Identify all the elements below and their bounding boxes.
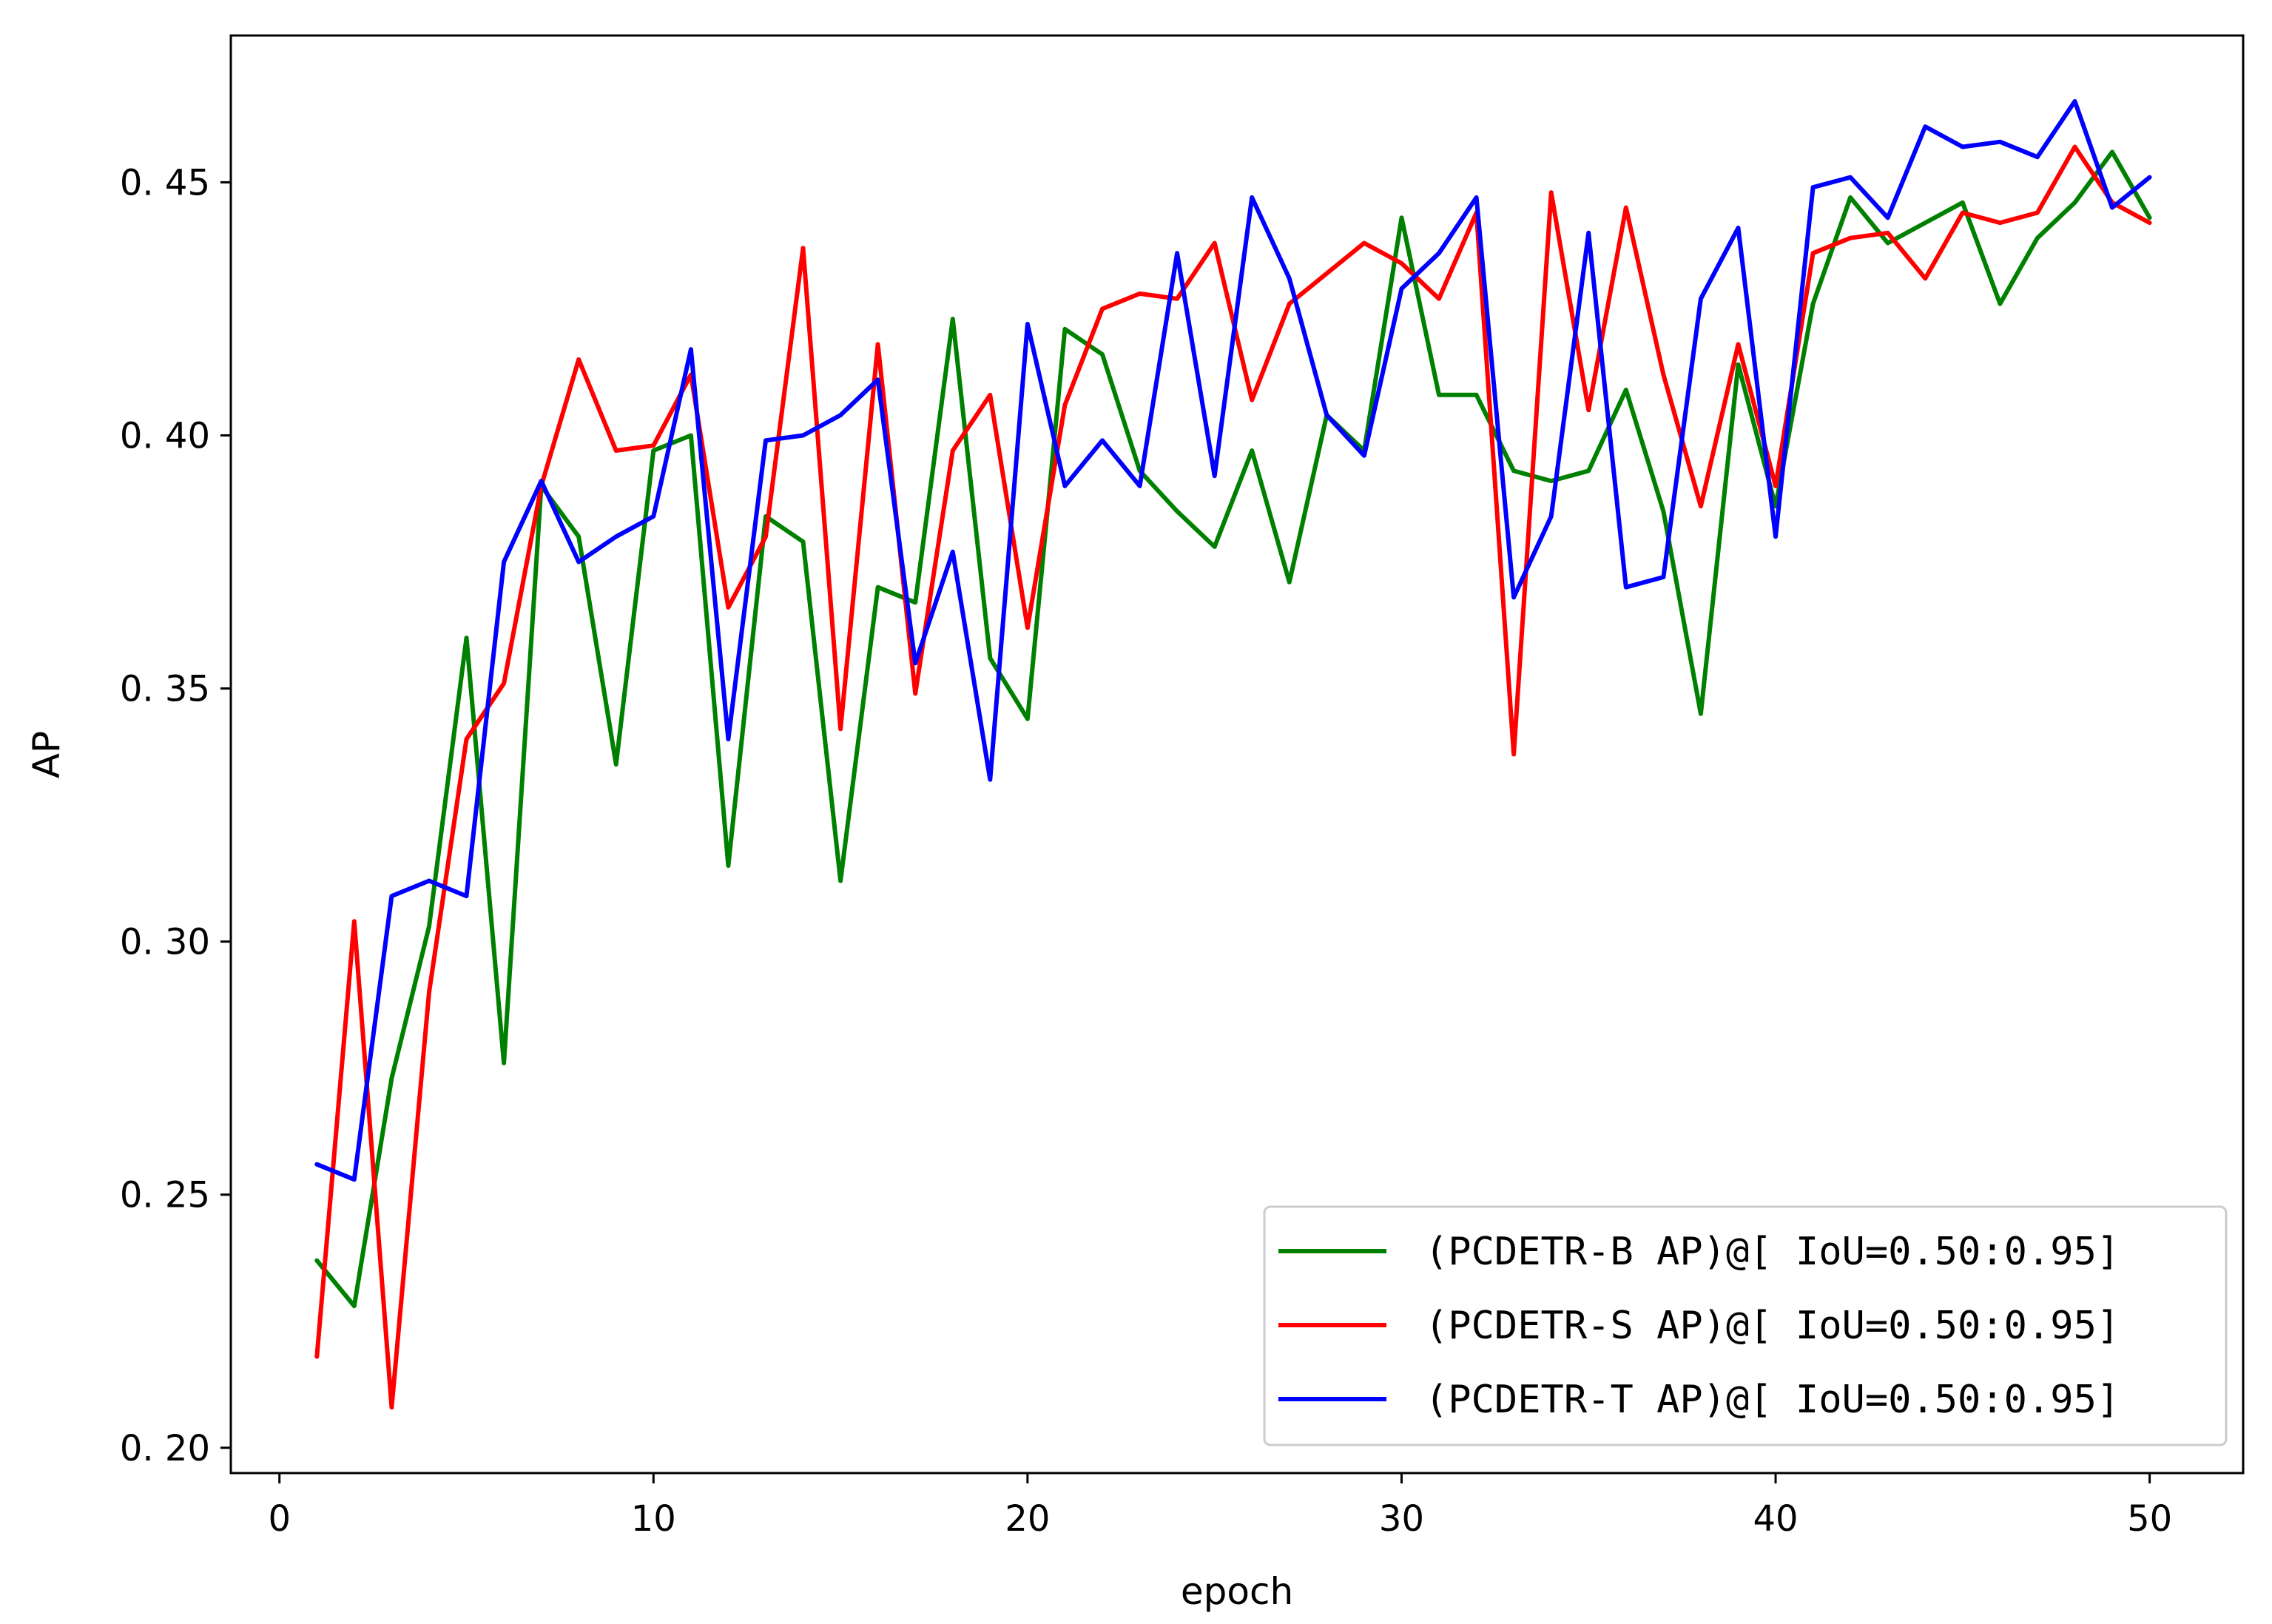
series-line-3 xyxy=(314,98,2152,1182)
legend-label-1: (PCDETR-B AP)@[ IoU=0.50:0.95] xyxy=(1425,1230,2120,1274)
x-tick-label: 0 xyxy=(268,1498,291,1540)
plot-lines xyxy=(314,98,2152,1410)
legend: (PCDETR-B AP)@[ IoU=0.50:0.95] (PCDETR-S … xyxy=(1263,1205,2228,1446)
plot-frame xyxy=(229,34,2245,1475)
x-axis: 0 10 20 30 40 50 xyxy=(268,1473,2172,1540)
y-axis: 0. 20 0. 25 0. 30 0. 35 0. 40 0. 45 xyxy=(120,162,231,1469)
x-tick-label: 30 xyxy=(1379,1498,1424,1540)
legend-label-3: (PCDETR-T AP)@[ IoU=0.50:0.95] xyxy=(1425,1378,2120,1422)
y-tick-label: 0. 30 xyxy=(120,922,210,963)
y-tick-label: 0. 25 xyxy=(120,1175,210,1216)
series-line-1 xyxy=(314,149,2152,1309)
legend-label-2: (PCDETR-S AP)@[ IoU=0.50:0.95] xyxy=(1425,1304,2120,1348)
x-axis-label: epoch xyxy=(1181,1570,1293,1613)
y-tick-label: 0. 20 xyxy=(120,1428,210,1469)
x-tick-label: 40 xyxy=(1753,1498,1798,1540)
legend-box xyxy=(1263,1205,2228,1446)
x-tick-label: 20 xyxy=(1005,1498,1050,1540)
x-tick-label: 50 xyxy=(2127,1498,2172,1540)
y-tick-label: 0. 45 xyxy=(120,162,210,203)
y-tick-label: 0. 40 xyxy=(120,415,210,456)
y-axis-label: AP xyxy=(25,731,68,778)
x-tick-label: 10 xyxy=(631,1498,676,1540)
y-tick-label: 0. 35 xyxy=(120,669,210,710)
